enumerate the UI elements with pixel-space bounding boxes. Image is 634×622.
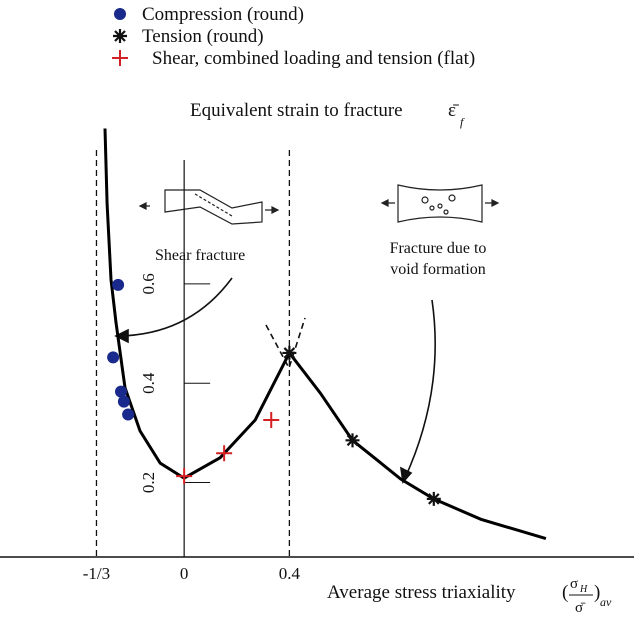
x-tick-label: 0 bbox=[180, 564, 189, 583]
x-label-sub: av bbox=[600, 595, 612, 609]
x-label-num-sub: H bbox=[579, 584, 588, 595]
title-subscript: f bbox=[460, 115, 465, 129]
point bbox=[282, 345, 297, 360]
y-tick-label: 0.4 bbox=[139, 372, 158, 394]
chart-title: Equivalent strain to fracture bbox=[190, 100, 403, 121]
shear-specimen bbox=[138, 189, 280, 225]
arrows bbox=[114, 277, 436, 484]
point bbox=[107, 351, 120, 364]
annotation: void formation bbox=[390, 261, 486, 278]
annotation: Fracture due to bbox=[390, 240, 487, 257]
x-tick-label: 0.4 bbox=[279, 564, 301, 583]
point bbox=[426, 491, 441, 506]
legend-label: Tension (round) bbox=[142, 26, 264, 47]
x-tick-label: -1/3 bbox=[83, 564, 110, 583]
title-symbol: ε̄ bbox=[448, 100, 459, 121]
x-label-paren: ) bbox=[594, 582, 600, 603]
point bbox=[112, 278, 125, 291]
legend-marker bbox=[114, 8, 126, 20]
x-label-paren: ( bbox=[562, 582, 568, 603]
point bbox=[122, 408, 135, 421]
annotation: Shear fracture bbox=[155, 247, 245, 264]
point bbox=[117, 395, 130, 408]
y-tick-label: 0.2 bbox=[139, 472, 158, 493]
fracture-curve bbox=[103, 128, 547, 541]
void-specimen bbox=[380, 184, 500, 223]
point bbox=[176, 468, 193, 485]
point bbox=[216, 445, 233, 462]
legend-marker bbox=[112, 50, 128, 66]
x-label-num: σ bbox=[570, 576, 578, 592]
x-axis-label: Average stress triaxiality bbox=[327, 582, 516, 603]
legend-label: Compression (round) bbox=[142, 4, 304, 25]
y-tick-label: 0.6 bbox=[139, 273, 158, 294]
x-label-den: σ̄ bbox=[575, 600, 586, 616]
point bbox=[115, 385, 128, 398]
legend-marker bbox=[113, 29, 127, 43]
legend-label: Shear, combined loading and tension (fla… bbox=[152, 48, 475, 69]
point bbox=[263, 411, 280, 428]
point bbox=[345, 433, 360, 448]
